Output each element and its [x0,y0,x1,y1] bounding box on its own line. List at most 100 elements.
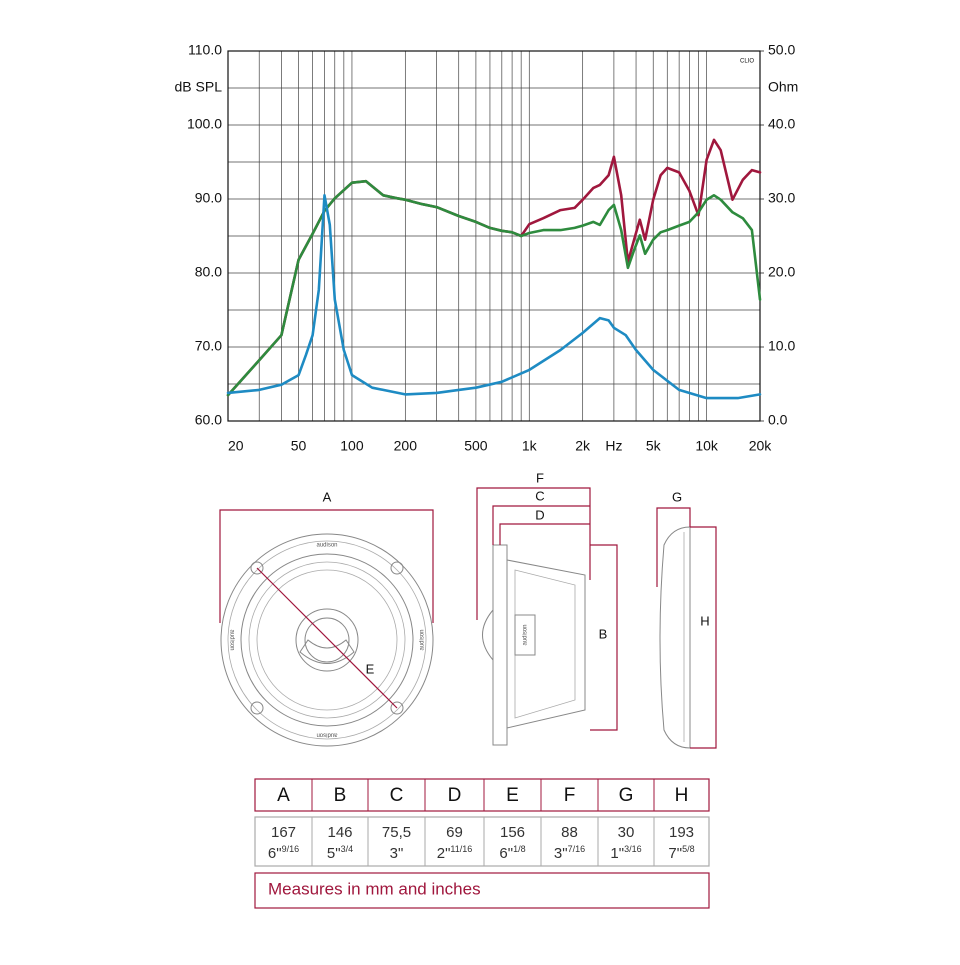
inch-whole: 3" [390,845,404,862]
dimension-label: F [536,470,544,485]
plot-frame [227,50,761,422]
dimension-line [492,505,590,545]
x-tick-label: 20 [228,438,244,454]
table-cell-inch: 1"3/16 [610,844,641,862]
table-cell-inch: 5"3/4 [327,844,353,862]
dimension-line [256,567,398,709]
y-tick-label: 100.0 [187,116,222,132]
watermark: CLIO [740,59,754,65]
inch-whole: 5" [327,845,341,862]
dimension-label: B [599,626,608,641]
table-cell-mm: 193 [669,824,694,841]
screw [250,701,264,715]
brand: audison [316,543,337,549]
outline [506,559,586,729]
x-tick-label: 10k [695,438,719,454]
inch-fraction: 5/8 [682,844,695,854]
brand: audison [228,629,234,650]
outline [256,569,398,711]
table-cell-inch: 2"11/16 [437,844,473,862]
table-header: E [506,785,519,806]
table-header: C [390,785,404,806]
inch-fraction: 9/16 [282,844,300,854]
outline [299,639,355,664]
dimension-label: G [672,489,682,504]
x-tick-label: 5k [646,438,662,454]
y2-tick-label: 20.0 [768,264,795,280]
y-axis-label: dB SPL [175,79,223,95]
y-tick-label: 60.0 [195,412,222,428]
table-cell-mm: 30 [618,824,635,841]
table-cell-mm: 167 [271,824,296,841]
inch-fraction: 3/4 [341,844,354,854]
y-tick-label: 80.0 [195,264,222,280]
inch-fraction: 11/16 [450,844,472,854]
table-cell-mm: 88 [561,824,578,841]
dimension-line [690,526,717,749]
table-header: D [448,785,462,806]
profile-view: G H [656,489,717,749]
table-header: H [675,785,689,806]
outline [304,617,350,663]
table-cell-mm: 146 [327,824,352,841]
dimension-line [499,523,590,545]
dimension-line [590,544,618,731]
x-tick-label: 100 [340,438,364,454]
x-tick-label: 20k [749,438,773,454]
side-view: audison F C D B [476,470,618,746]
x-tick-label: 500 [464,438,488,454]
table-header: A [277,785,290,806]
chart: 20 50 100 200 500 1k 2k Hz 5k 10k 20k 60.0 70.0 80.0 9… [187,42,796,454]
y2-tick-label: 10.0 [768,338,795,354]
inch-whole: 2" [437,845,451,862]
dimension-label: C [535,488,544,503]
y2-tick-label: 0.0 [768,412,788,428]
table-cell-inch: 6"9/16 [268,844,299,862]
inch-whole: 6" [268,845,282,862]
dimension-label: A [323,489,332,504]
table-note: Measures in mm and inches [268,879,481,898]
outline [240,553,414,727]
y-tick-label: 110.0 [188,42,222,58]
x-tick-label: 200 [394,438,418,454]
table-header-frame [254,778,710,812]
table-cell-inch: 7"5/8 [668,844,694,862]
inch-fraction: 3/16 [624,844,642,854]
inch-fraction: 7/16 [568,844,586,854]
table-cell-inch: 6"1/8 [499,844,525,862]
outline [220,533,434,747]
outline [248,561,406,719]
y2-tick-label: 40.0 [768,116,795,132]
inch-whole: 1" [610,845,624,862]
y2-axis-label: Ohm [768,79,798,95]
dimension-line [219,509,434,623]
screw [390,701,404,715]
inch-whole: 7" [668,845,682,862]
outline [514,614,536,656]
x-tick-label: 50 [291,438,307,454]
table-cell-mm: 156 [500,824,525,841]
table-cell-mm: 75,5 [382,824,411,841]
screw [250,561,264,575]
dimension-label: H [700,613,709,628]
inch-whole: 3" [554,845,568,862]
outline [482,609,494,661]
y-tick-label: 90.0 [195,190,222,206]
table-row-frame [254,816,710,867]
table-cell-mm: 69 [446,824,463,841]
series-line [226,179,762,397]
outline [295,608,359,672]
dimension-label: E [366,661,375,676]
screw [390,561,404,575]
outline [227,540,427,740]
table-header: F [564,785,576,806]
x-tick-label: 1k [522,438,538,454]
table-header: G [619,785,634,806]
outline [514,569,576,719]
front-view: audison audison audison audison A E [219,489,434,747]
outline [659,526,691,749]
table-header: B [334,785,347,806]
y2-tick-label: 50.0 [768,42,795,58]
